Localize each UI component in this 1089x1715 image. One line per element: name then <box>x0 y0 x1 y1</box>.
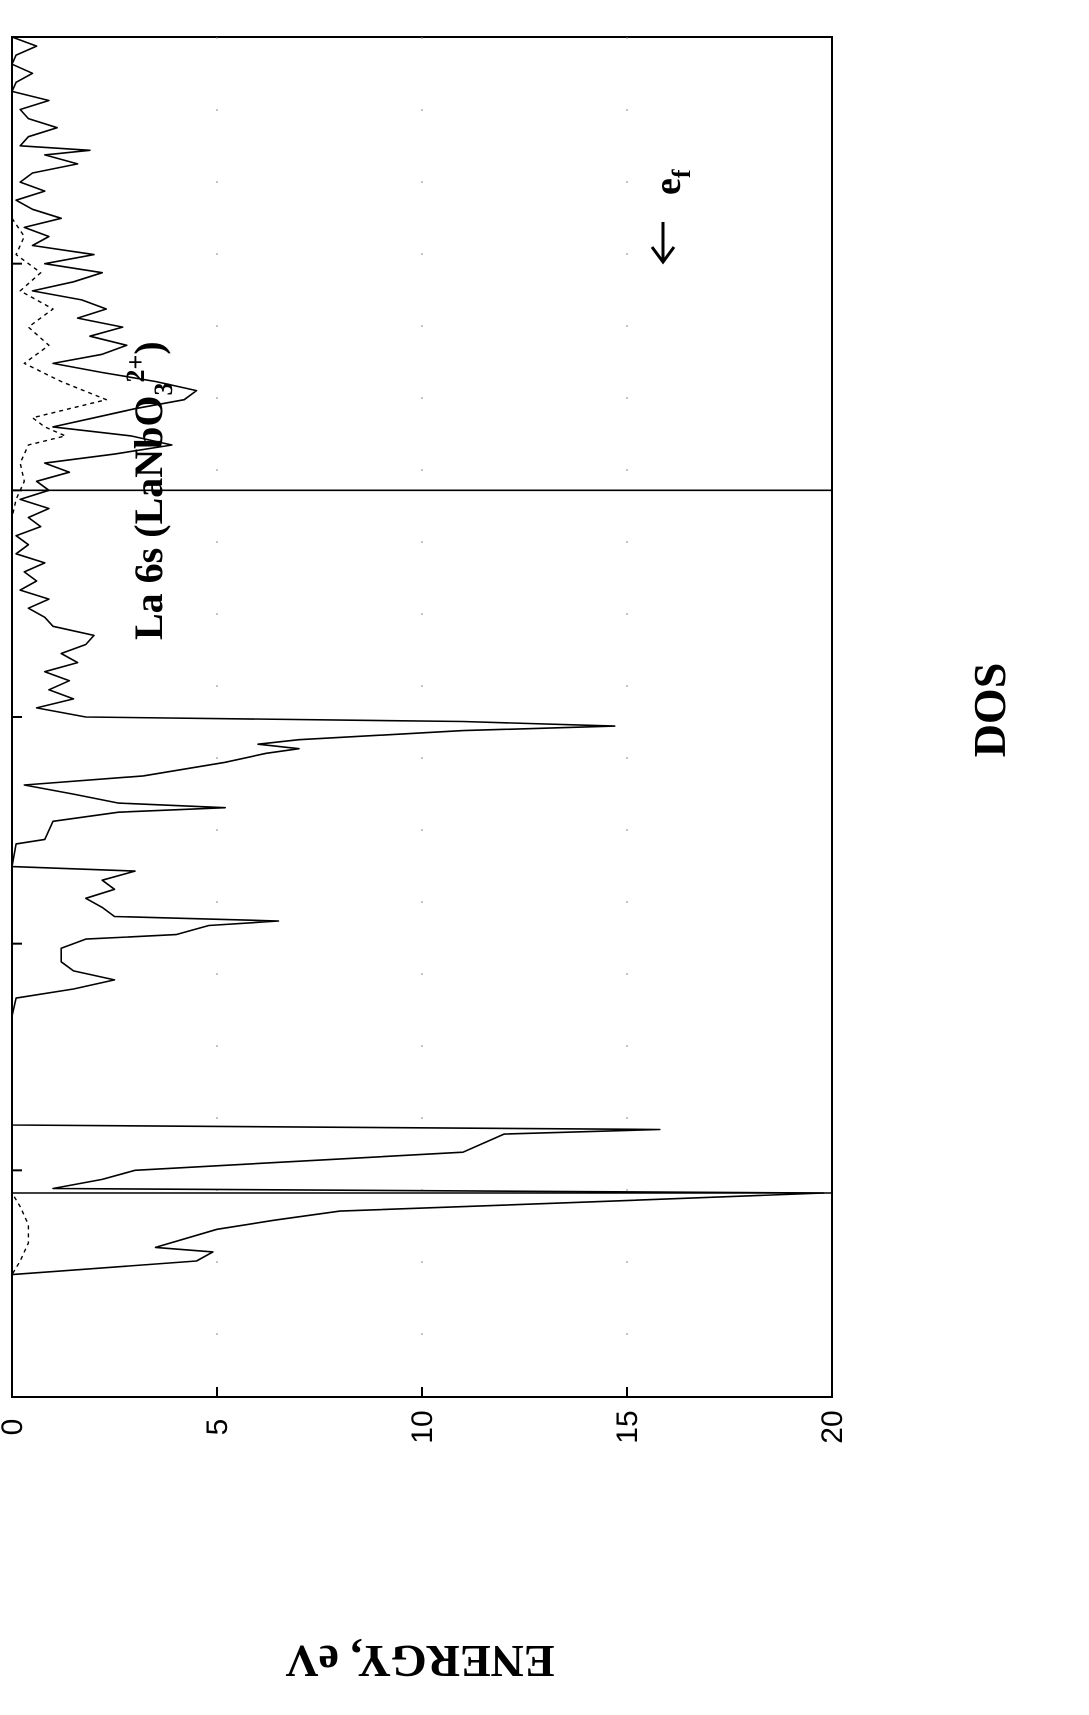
chart-title-close: ) <box>126 341 171 354</box>
fermi-arrow-icon <box>650 222 676 265</box>
chart-title-subscript: 3 <box>149 383 178 396</box>
fermi-label: ef <box>647 169 696 195</box>
dos-tick-label: 15 <box>611 1410 644 1443</box>
chart-title-main: La 6s (LaNbO <box>126 396 171 641</box>
chart-title-superscript: 2+ <box>121 355 150 383</box>
series-line-solid <box>11 36 825 1397</box>
series-line-dashed <box>11 217 107 1275</box>
fermi-level-annotation: ef <box>647 169 696 265</box>
dos-axis-label: DOS <box>964 663 1015 758</box>
dos-tick-labels: 0 5 10 15 20 <box>0 1387 849 1444</box>
series-lines <box>11 36 825 1397</box>
fermi-label-subscript: f <box>667 169 696 178</box>
dos-tick-label: 0 <box>0 1419 29 1436</box>
chart-title: La 6s (LaNbO32+) <box>121 341 178 640</box>
dos-tick-label: 10 <box>406 1410 439 1443</box>
energy-tick-labels: 1050-5-10-15-20 <box>12 36 22 1398</box>
dos-tick-label: 20 <box>816 1410 849 1443</box>
energy-axis-label: ENERGY, eV <box>285 1636 554 1687</box>
dos-tick-label: 5 <box>201 1419 234 1436</box>
fermi-label-main: e <box>647 178 689 195</box>
